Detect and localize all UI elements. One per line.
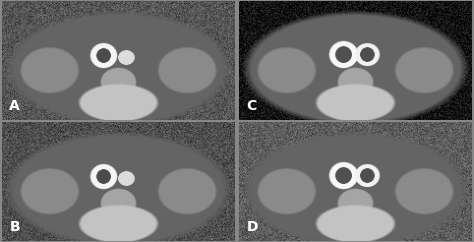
Text: B: B (9, 220, 20, 234)
Text: A: A (9, 99, 20, 113)
Text: C: C (246, 99, 256, 113)
Text: D: D (246, 220, 258, 234)
